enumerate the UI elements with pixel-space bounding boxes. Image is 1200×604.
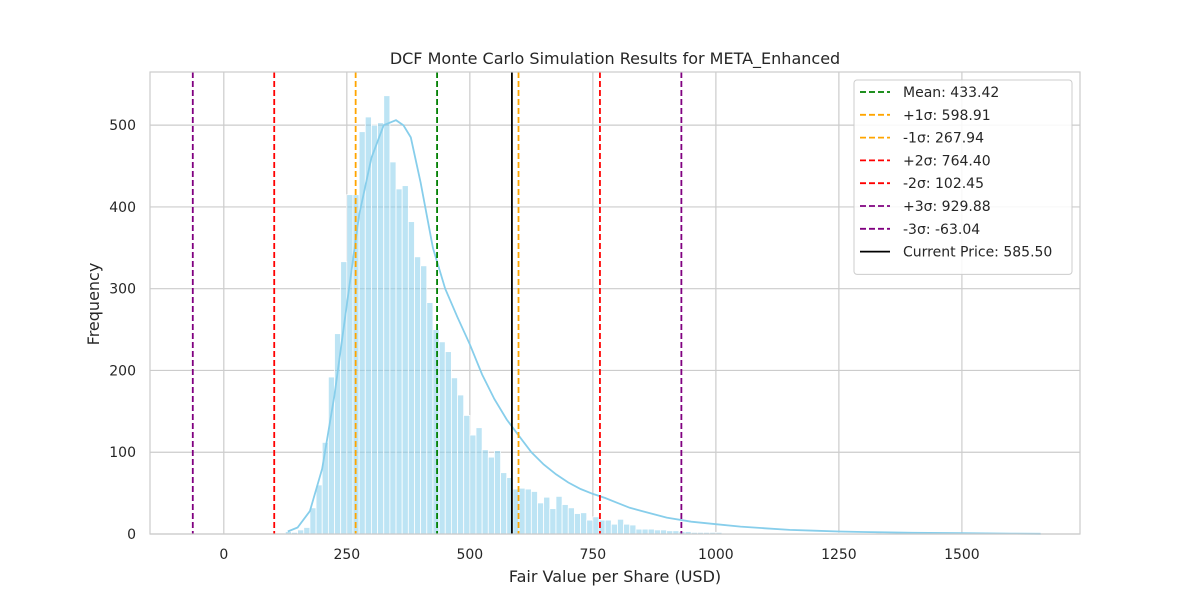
histogram-bar bbox=[414, 256, 422, 535]
histogram-bar bbox=[340, 261, 348, 535]
histogram-bar bbox=[457, 394, 465, 535]
y-tick-label: 100 bbox=[109, 445, 136, 461]
histogram-bar bbox=[617, 518, 625, 535]
x-tick-label: 750 bbox=[579, 547, 606, 563]
histogram-bar bbox=[426, 302, 434, 535]
histogram-bar bbox=[487, 456, 495, 535]
histogram-bar bbox=[475, 427, 483, 535]
histogram-bar bbox=[469, 434, 477, 535]
kde-curve bbox=[287, 119, 1041, 535]
x-tick-label: 0 bbox=[219, 547, 228, 563]
histogram-bar bbox=[623, 523, 631, 535]
histogram-bar bbox=[660, 529, 668, 535]
histogram-bar bbox=[574, 513, 581, 535]
histogram-bar bbox=[309, 507, 317, 535]
x-tick-label: 1000 bbox=[698, 547, 734, 563]
histogram-bar bbox=[371, 124, 378, 535]
x-tick-label: 250 bbox=[333, 547, 360, 563]
histogram-bar bbox=[561, 504, 569, 535]
histogram-bar bbox=[377, 122, 385, 535]
y-tick-label: 400 bbox=[109, 200, 136, 216]
y-axis-label: Frequency bbox=[84, 263, 103, 346]
histogram-bar bbox=[395, 188, 403, 535]
histogram-bar bbox=[420, 265, 428, 535]
y-tick-label: 200 bbox=[109, 363, 136, 379]
histogram-bar bbox=[481, 449, 489, 535]
histogram-bar bbox=[647, 528, 655, 535]
histogram-bar bbox=[334, 333, 342, 535]
histogram-bar bbox=[321, 442, 329, 535]
histogram-bar bbox=[450, 377, 458, 535]
histogram-bar bbox=[444, 351, 452, 535]
x-tick-label: 1250 bbox=[821, 547, 857, 563]
histogram-bar bbox=[610, 523, 618, 535]
histogram-bar bbox=[537, 502, 545, 535]
legend-label: -2σ: 102.45 bbox=[903, 176, 984, 192]
y-tick-label: 500 bbox=[109, 118, 136, 134]
histogram-bar bbox=[653, 529, 661, 535]
plot-frame bbox=[149, 71, 1081, 535]
x-tick-label: 1500 bbox=[944, 547, 980, 563]
legend-label: -3σ: -63.04 bbox=[903, 222, 980, 238]
y-tick-label: 0 bbox=[127, 527, 136, 543]
legend-label: Current Price: 585.50 bbox=[903, 245, 1052, 261]
histogram-bar bbox=[407, 221, 415, 535]
histogram-bar bbox=[383, 95, 391, 535]
histogram-bar bbox=[543, 496, 551, 535]
histogram-bar bbox=[346, 194, 354, 535]
histogram-bar bbox=[500, 472, 508, 535]
histogram-bar bbox=[297, 529, 305, 535]
histogram-bar bbox=[641, 528, 649, 535]
histogram-bar bbox=[586, 519, 594, 535]
histogram-bar bbox=[555, 495, 563, 535]
legend-label: Mean: 433.42 bbox=[903, 85, 999, 101]
histogram-bar bbox=[580, 512, 588, 535]
chart-title: DCF Monte Carlo Simulation Results for M… bbox=[390, 49, 840, 69]
histogram-bar bbox=[518, 487, 526, 535]
histogram-bar bbox=[389, 161, 397, 535]
legend-label: -1σ: 267.94 bbox=[903, 131, 984, 147]
y-tick-label: 300 bbox=[109, 282, 136, 298]
legend: Mean: 433.42 +1σ: 598.91 -1σ: 267.94 +2σ: 7… bbox=[853, 79, 1073, 275]
histogram-bar bbox=[567, 507, 575, 535]
histogram-bar bbox=[401, 185, 409, 535]
legend-label: +2σ: 764.40 bbox=[903, 153, 991, 169]
histogram-bar bbox=[604, 519, 612, 535]
histogram-bar bbox=[315, 484, 323, 535]
histogram-bar bbox=[524, 488, 532, 535]
histogram-bar bbox=[303, 527, 311, 535]
histogram-bar bbox=[438, 341, 446, 535]
histogram-bar bbox=[463, 415, 471, 535]
histogram-bar bbox=[629, 524, 637, 535]
histogram-bar bbox=[635, 528, 643, 535]
reference-lines bbox=[191, 72, 683, 534]
histogram-bar bbox=[432, 329, 440, 535]
legend-label: +1σ: 598.91 bbox=[903, 108, 991, 124]
histogram-bar bbox=[530, 491, 538, 535]
x-axis-label: Fair Value per Share (USD) bbox=[509, 567, 721, 586]
histogram-bar bbox=[549, 508, 557, 535]
legend-label: +3σ: 929.88 bbox=[903, 199, 991, 215]
axes: 0 250 500 750 1000 1250 1500 0 100 200 300 400 500 bbox=[109, 71, 1081, 563]
histogram-bar bbox=[592, 516, 600, 535]
x-tick-label: 500 bbox=[456, 547, 483, 563]
histogram-bar bbox=[494, 450, 501, 535]
legend-box bbox=[853, 79, 1073, 275]
